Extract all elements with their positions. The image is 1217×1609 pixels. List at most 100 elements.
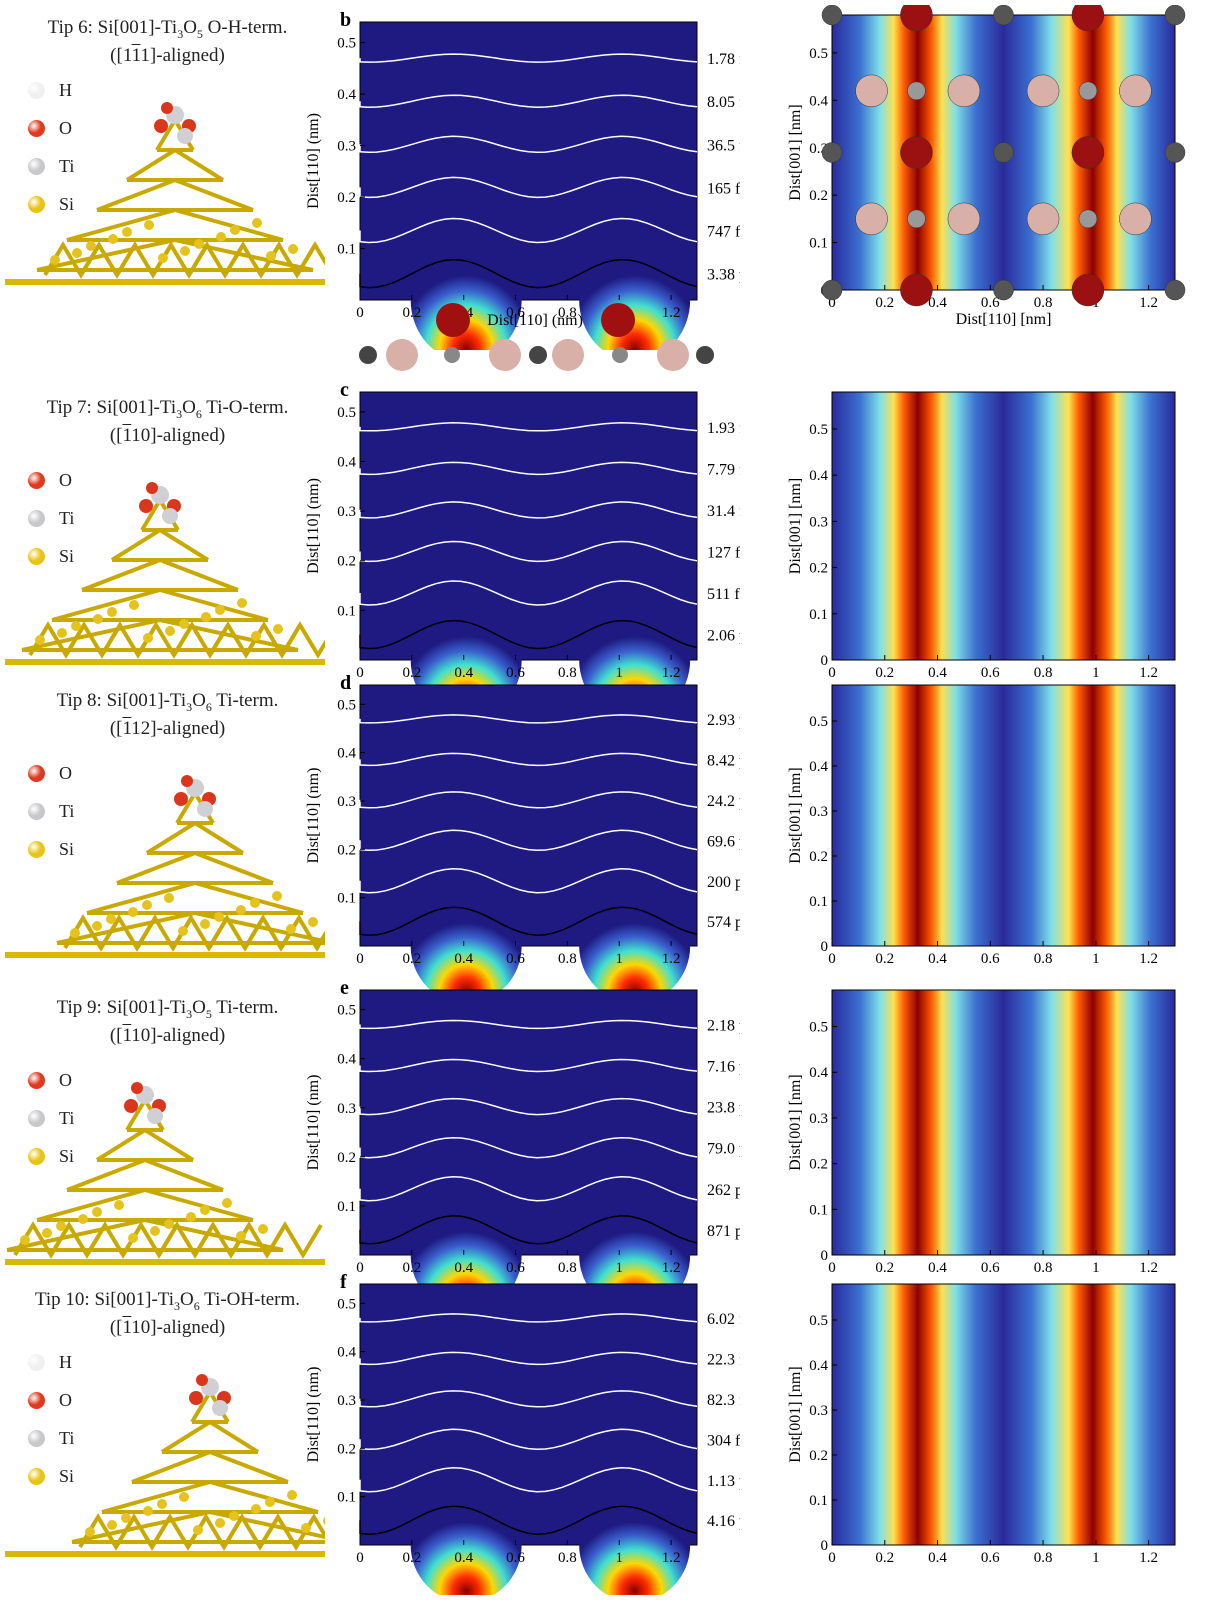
svg-text:0.6: 0.6 (981, 951, 1000, 967)
legend-item-h: H (28, 80, 72, 101)
atom-marker (993, 279, 1014, 301)
svg-text:0.6: 0.6 (506, 1550, 525, 1566)
svg-text:0.5: 0.5 (809, 46, 828, 62)
svg-text:0.2: 0.2 (337, 1441, 356, 1457)
svg-text:1.2: 1.2 (662, 665, 681, 681)
y-axis-label: Dist[110] (nm) (305, 113, 322, 209)
atom-marker (1071, 136, 1105, 169)
tip-title: Tip 8: Si[001]-Ti3O6 Ti-term. ([112]-alig… (0, 690, 335, 740)
contour-label: 23.8 pA (707, 1100, 740, 1117)
svg-text:0.5: 0.5 (809, 1313, 828, 1329)
tip-structure (5, 775, 325, 958)
tip-structure (5, 102, 325, 285)
legend-item-si: Si (28, 1146, 74, 1167)
svg-text:0.2: 0.2 (809, 188, 828, 204)
legend-item-ti: Ti (28, 1108, 74, 1129)
ti-atom-icon (28, 1110, 45, 1127)
svg-text:0.8: 0.8 (1034, 951, 1053, 967)
svg-text:0.2: 0.2 (875, 665, 894, 681)
svg-text:1.2: 1.2 (1139, 951, 1158, 967)
svg-text:0.8: 0.8 (558, 665, 577, 681)
atom-marker (947, 74, 981, 108)
svg-text:1.2: 1.2 (662, 951, 681, 967)
o-atom-icon (28, 765, 45, 782)
svg-text:1: 1 (1092, 951, 1100, 967)
svg-text:0.4: 0.4 (337, 1052, 356, 1068)
svg-text:0.4: 0.4 (337, 454, 356, 470)
contour-label: 24.2 pA (707, 793, 740, 810)
svg-text:0: 0 (821, 653, 829, 669)
contour-label: 871 pA (707, 1223, 740, 1240)
svg-text:0.6: 0.6 (506, 1260, 525, 1276)
svg-text:0.2: 0.2 (875, 951, 894, 967)
svg-text:1.2: 1.2 (1139, 665, 1158, 681)
svg-text:0.3: 0.3 (809, 1403, 828, 1419)
svg-text:0: 0 (828, 1260, 836, 1276)
atom-marker (1164, 5, 1186, 26)
svg-text:0.4: 0.4 (928, 295, 947, 311)
y-axis-label: Dist[110] (nm) (305, 1367, 322, 1463)
contour-label: 511 fA (707, 586, 740, 603)
svg-text:0.4: 0.4 (809, 1065, 828, 1081)
svg-text:0: 0 (828, 951, 836, 967)
svg-text:0.4: 0.4 (928, 951, 947, 967)
svg-text:0.4: 0.4 (928, 1260, 947, 1276)
svg-text:0.1: 0.1 (809, 236, 828, 252)
svg-text:0.1: 0.1 (337, 1199, 356, 1215)
svg-text:0.3: 0.3 (337, 1393, 356, 1409)
contour-label: 304 fA (707, 1432, 740, 1449)
y-axis-label: Dist[001] [nm] (787, 478, 804, 574)
svg-text:0.1: 0.1 (337, 603, 356, 619)
tip-structure (5, 1082, 325, 1265)
current-map-e: 2.18 pA 7.16 pA 23.8 pA 79.0 pA 262 pA 871 pA… (305, 980, 740, 1305)
svg-text:0.5: 0.5 (337, 1003, 356, 1019)
legend-item-si: Si (28, 1466, 74, 1487)
ti-atom-icon (28, 510, 45, 527)
svg-text:0.5: 0.5 (337, 405, 356, 421)
svg-text:0.4: 0.4 (454, 951, 473, 967)
tip-orientation: ([110]-aligned) (109, 424, 226, 446)
tip-structure (5, 482, 325, 665)
x-axis-label: Dist[110] (nm) (487, 312, 583, 329)
svg-text:1.2: 1.2 (1139, 1550, 1158, 1566)
tip-title: Tip 6: Si[001]-Ti3O5 O-H-term. ([111]-ali… (0, 17, 335, 67)
panel-label: b (340, 12, 351, 31)
contour-label: 2.06 pA (707, 628, 740, 645)
svg-text:0.1: 0.1 (809, 1493, 828, 1509)
svg-text:0.8: 0.8 (1034, 295, 1053, 311)
svg-text:1.2: 1.2 (662, 1260, 681, 1276)
svg-text:1: 1 (1092, 665, 1100, 681)
legend-item-o: O (28, 1070, 72, 1091)
svg-text:0.2: 0.2 (809, 1157, 828, 1173)
atom-marker (907, 209, 926, 229)
contour-label: 747 fA (707, 224, 740, 241)
svg-text:0: 0 (356, 665, 364, 681)
h-atom-icon (28, 82, 45, 99)
ti-atom-icon (28, 1430, 45, 1447)
h-atom-icon (28, 1354, 45, 1371)
si-atom-icon (28, 196, 45, 213)
atom-marker (1078, 81, 1098, 101)
current-map-d: 2.93 pA 8.42 pA 24.2 pA 69.6 pA 200 pA 574 pA… (305, 675, 740, 996)
atom-marker (1119, 202, 1152, 236)
svg-text:0: 0 (821, 939, 829, 955)
svg-text:0.2: 0.2 (337, 554, 356, 570)
legend-item-ti: Ti (28, 1428, 74, 1449)
contour-label: 6.02 fA (707, 1311, 740, 1328)
svg-text:0.6: 0.6 (506, 665, 525, 681)
svg-text:0.4: 0.4 (337, 1345, 356, 1361)
atom-marker (900, 5, 933, 32)
svg-text:0.3: 0.3 (337, 504, 356, 520)
svg-text:0.6: 0.6 (981, 1260, 1000, 1276)
svg-text:1: 1 (615, 665, 623, 681)
atom-marker (947, 202, 981, 236)
svg-text:0.2: 0.2 (875, 1550, 894, 1566)
tip-orientation: ([110]-aligned) (109, 1316, 226, 1338)
y-axis-label: Dist[001] [nm] (787, 104, 804, 200)
svg-text:0.5: 0.5 (809, 1020, 828, 1036)
svg-text:0.1: 0.1 (337, 242, 356, 258)
atom-marker (1119, 74, 1152, 108)
contour-label: 31.4 fA (707, 503, 740, 520)
panel-label: e (340, 980, 349, 999)
atom-marker (1071, 273, 1105, 307)
